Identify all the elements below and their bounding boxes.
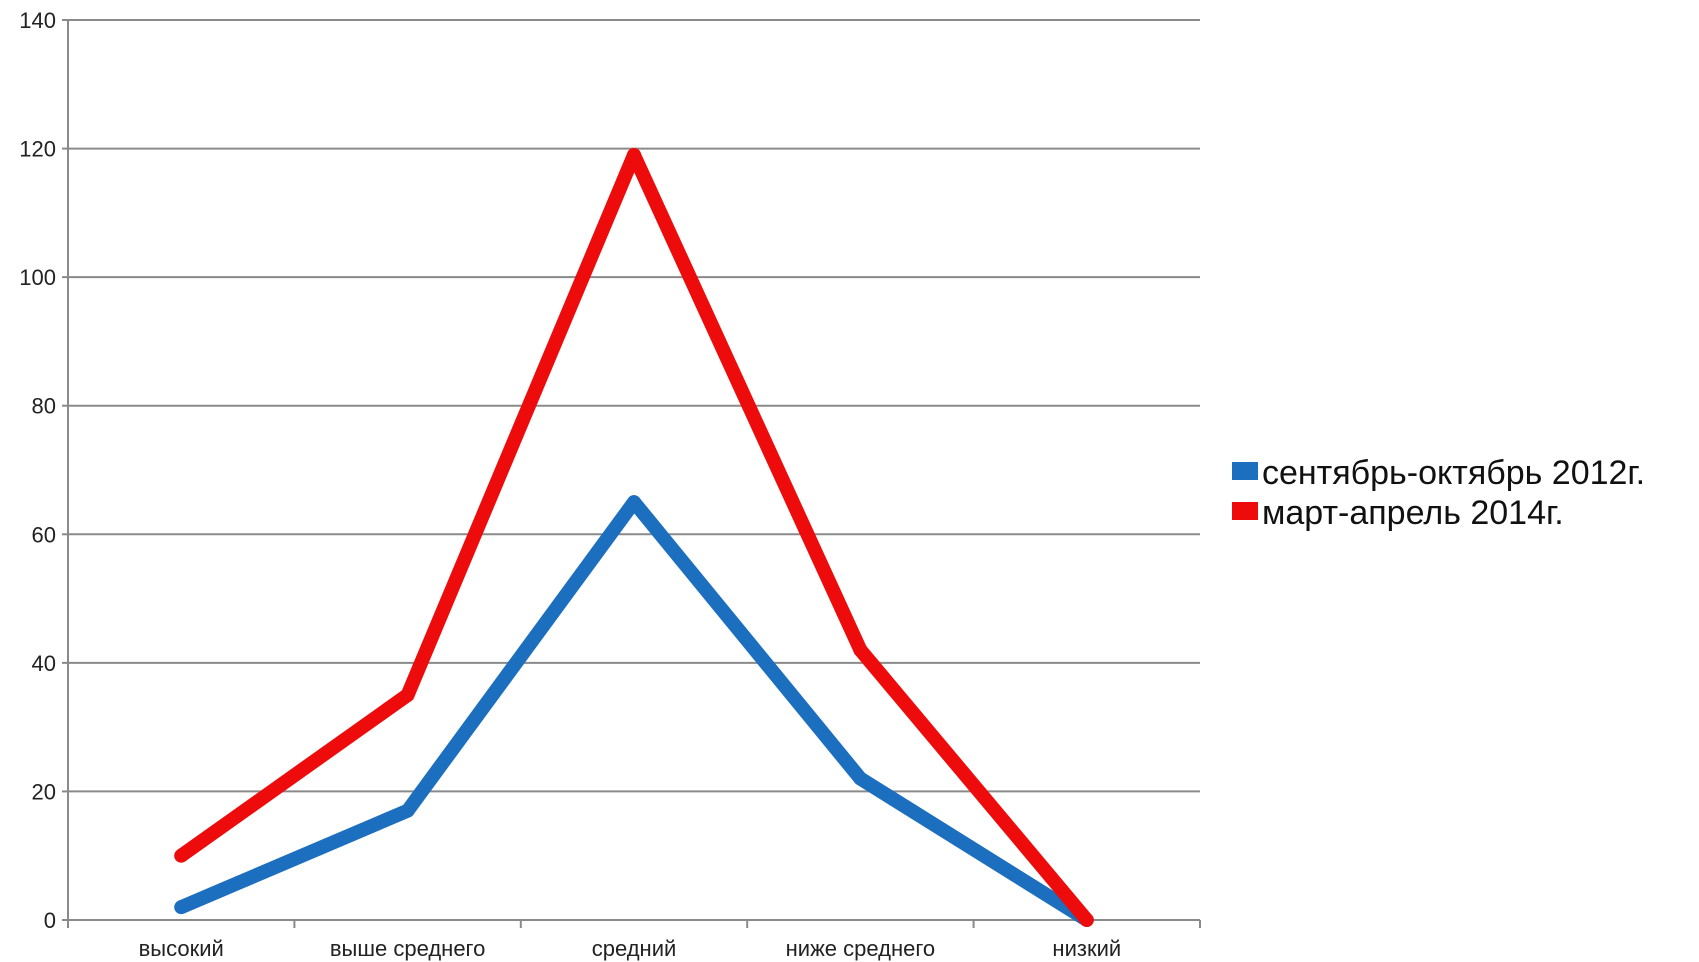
legend-swatch-1	[1232, 502, 1258, 520]
axes	[67, 20, 1200, 921]
series-line-0	[178, 495, 1091, 926]
legend-label-0: сентябрь-октябрь 2012г.	[1262, 454, 1645, 492]
data-point	[627, 148, 641, 162]
y-tick-label: 100	[19, 265, 56, 290]
x-tick-label: выше среднего	[330, 936, 485, 961]
data-point	[853, 771, 868, 786]
x-tick-label: средний	[592, 936, 677, 961]
data-point	[174, 848, 189, 863]
y-tick-label: 20	[32, 779, 56, 804]
y-tick-label: 40	[32, 651, 56, 676]
x-tick-label: ниже среднего	[786, 936, 936, 961]
y-axis-ticks: 0 20 40 60 80 100 120 140	[19, 8, 68, 933]
data-point	[400, 803, 415, 818]
legend: сентябрь-октябрь 2012г.март-апрель 2014г…	[1232, 454, 1645, 532]
data-point	[627, 495, 641, 510]
data-point	[853, 643, 868, 657]
data-point	[1079, 913, 1094, 927]
y-tick-label: 80	[32, 394, 56, 419]
gridlines	[68, 19, 1200, 793]
series-line-1	[177, 148, 1093, 925]
x-tick-label: низкий	[1052, 936, 1121, 961]
legend-swatch-0	[1232, 462, 1258, 480]
y-tick-label: 140	[19, 8, 56, 33]
x-tick-label: высокий	[139, 936, 224, 961]
y-tick-label: 120	[19, 137, 56, 162]
x-axis-ticks: высокий выше среднего средний ниже среднего…	[67, 920, 1201, 961]
y-tick-label: 60	[32, 522, 56, 547]
data-point	[174, 900, 189, 915]
legend-label-1: март-апрель 2014г.	[1262, 494, 1564, 532]
series-lines	[174, 148, 1094, 927]
data-point	[400, 688, 415, 702]
y-tick-label: 0	[44, 908, 56, 933]
